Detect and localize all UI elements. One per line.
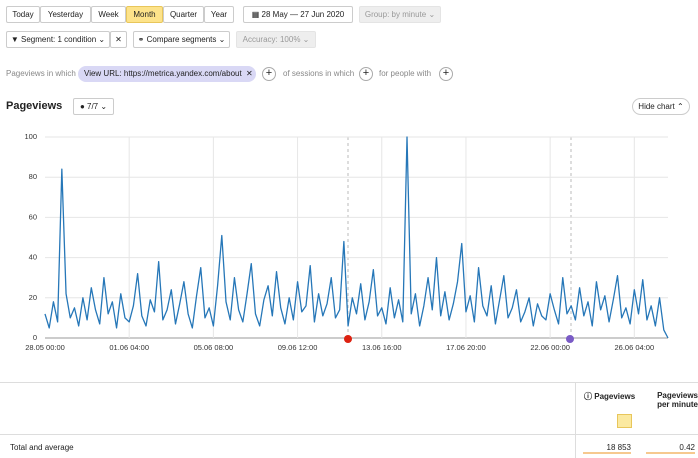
period-button[interactable]: Quarter: [163, 6, 204, 23]
filter-condition: View URL: https://metrica.yandex.com/abo…: [84, 69, 242, 78]
table-divider: [0, 434, 698, 435]
hide-chart-label: Hide chart: [638, 102, 675, 111]
accuracy-select[interactable]: Accuracy: 100% ⌄: [236, 31, 316, 48]
chart-toggle[interactable]: [617, 414, 632, 428]
y-tick-label: 100: [24, 132, 37, 141]
compare-button[interactable]: ⚭ Compare segments ⌄: [133, 31, 230, 48]
add-filter[interactable]: +: [262, 67, 276, 81]
series-select[interactable]: ● 7/7 ⌄: [73, 98, 114, 115]
total-value: 0.42: [646, 443, 695, 454]
event-marker[interactable]: [344, 335, 352, 343]
column-header: Pageviews per minute: [646, 391, 698, 409]
table-divider: [575, 382, 576, 458]
chart: 0 20 40 60 80 100 28.05 00:00 01.06 04:00 05.06 …: [24, 132, 669, 352]
x-tick-label: 26.06 04:00: [615, 343, 655, 352]
x-tick-label: 05.06 08:00: [194, 343, 234, 352]
group-select[interactable]: Group: by minute ⌄: [359, 6, 441, 23]
add-filter[interactable]: +: [439, 67, 453, 81]
x-tick-label: 17.06 20:00: [446, 343, 486, 352]
add-filter[interactable]: +: [359, 67, 373, 81]
column-title: Pageviews: [594, 392, 636, 401]
date-range: 28 May — 27 Jun 2020: [261, 10, 345, 19]
compare: Compare segments: [146, 35, 217, 44]
x-tick-label: 01.06 04:00: [109, 343, 149, 352]
segment: Segment: 1 condition: [21, 35, 97, 44]
filter-people: for people with: [379, 69, 432, 78]
x-tick-label: 09.06 12:00: [278, 343, 318, 352]
period-button[interactable]: Month: [126, 6, 163, 23]
hide-chart[interactable]: Hide chart ⌃: [632, 98, 690, 115]
x-tick-label: 22.06 00:00: [530, 343, 570, 352]
x-tick-label: 28.05 00:00: [25, 343, 65, 352]
column-title: Pageviews per minute: [657, 391, 698, 409]
y-tick-label: 60: [29, 212, 37, 221]
report-title: Pageviews: [6, 100, 63, 112]
data-line: [44, 136, 669, 339]
accuracy: Accuracy: 100%: [242, 35, 301, 44]
event-marker[interactable]: [566, 335, 574, 343]
y-tick-label: 80: [29, 172, 37, 181]
y-tick-label: 40: [29, 253, 37, 262]
segment-clear[interactable]: ✕: [110, 31, 127, 48]
y-tick-label: 0: [33, 333, 37, 342]
period-button[interactable]: Yesterday: [40, 6, 91, 23]
period-button[interactable]: Year: [204, 6, 234, 23]
x-tick-label: 13.06 16:00: [362, 343, 402, 352]
filter-pill[interactable]: View URL: https://metrica.yandex.com/abo…: [78, 66, 256, 82]
filter-prefix: Pageviews in which: [6, 69, 76, 78]
filter-sessions: of sessions in which: [283, 69, 355, 78]
column-header: ⓘ Pageviews: [584, 392, 636, 401]
y-tick-label: 20: [29, 293, 37, 302]
period-button[interactable]: Today: [6, 6, 40, 23]
segment-button[interactable]: ▼ Segment: 1 condition ⌄: [6, 31, 110, 48]
series-count: 7/7: [87, 102, 99, 111]
period-button[interactable]: Week: [91, 6, 126, 23]
date-picker[interactable]: ▦ 28 May — 27 Jun 2020: [243, 6, 353, 23]
table-divider: [0, 382, 698, 383]
group: Group: by minute: [364, 10, 427, 19]
row-label: Total and average: [10, 443, 74, 452]
total-value: 18 853: [583, 443, 631, 454]
